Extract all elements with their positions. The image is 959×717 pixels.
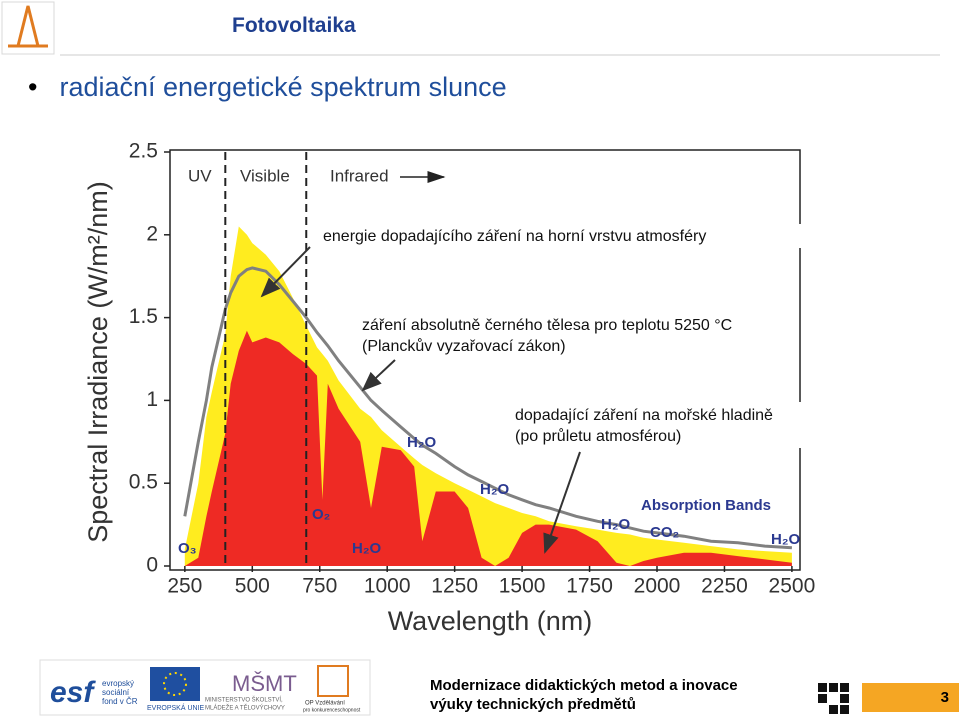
x-tick-label: 250 — [167, 575, 202, 598]
header-title: Fotovoltaika — [232, 14, 356, 37]
x-tick-label: 750 — [302, 575, 337, 598]
molecule-label: CO₂ — [650, 524, 679, 541]
annotation-bg — [318, 224, 810, 248]
x-tick-label: 2500 — [769, 575, 816, 598]
y-tick-label: 0.5 — [129, 471, 158, 494]
arrow — [543, 451, 581, 554]
x-tick-label: 2250 — [701, 575, 748, 598]
y-tick-label: 1 — [146, 388, 158, 411]
annotation: dopadající záření na mořské hladině — [515, 407, 773, 424]
annotation: energie dopadajícího záření na horní vrs… — [323, 228, 706, 245]
annotation: (po průletu atmosférou) — [515, 427, 681, 445]
logo-strip — [39, 659, 371, 716]
logo-text: esf — [50, 676, 96, 709]
logo-text: fond v ČR — [102, 697, 138, 706]
area — [184, 330, 792, 566]
x-tick-label: 1250 — [431, 575, 478, 598]
molecule-label: H₂O — [352, 540, 381, 557]
x-tick-label: 2000 — [634, 575, 681, 598]
plot-frame — [169, 149, 801, 571]
band-label: Infrared — [330, 166, 389, 185]
op-logo — [317, 665, 349, 697]
annotation: (Planckův vyzařovací zákon) — [362, 337, 566, 355]
band-label: Visible — [240, 166, 290, 185]
bullet: • radiační energetické spektrum slunce — [28, 72, 507, 102]
page-number: 3 — [862, 683, 959, 712]
arrow — [260, 246, 311, 298]
absorption-label: Absorption Bands — [641, 497, 771, 514]
logo-text: OP Vzdělávání — [305, 701, 345, 707]
logo-text: pro konkurenceschopnost — [303, 707, 361, 713]
x-axis-label: Wavelength (nm) — [388, 606, 593, 636]
molecule-label: H₂O — [601, 516, 630, 533]
plot — [183, 152, 792, 566]
grid-icon — [818, 683, 849, 714]
logo-text: evropský — [102, 679, 134, 688]
bullet-text: radiační energetické spektrum slunce — [59, 72, 507, 102]
band-label: UV — [188, 166, 212, 185]
x-tick-label: 1000 — [364, 575, 411, 598]
footer-text: výuky technických předmětů — [430, 696, 636, 713]
x-tick-label: 1500 — [499, 575, 546, 598]
molecule-label: H₂O — [771, 531, 800, 548]
y-tick-label: 2.5 — [129, 140, 158, 163]
logo-text: MINISTERSTVO ŠKOLSTVÍ, — [205, 697, 283, 704]
molecule-label: O₂ — [312, 506, 330, 523]
molecule-label: O₃ — [178, 540, 197, 557]
line — [183, 266, 792, 550]
arrow — [361, 359, 396, 392]
annotation-bg — [510, 402, 814, 448]
molecule-label: H₂O — [480, 481, 509, 498]
x-tick-label: 1750 — [566, 575, 613, 598]
x-tick-label: 500 — [235, 575, 270, 598]
y-axis-label: Spectral Irradiance (W/m²/nm) — [83, 181, 113, 543]
annotation: záření absolutně černého tělesa pro tepl… — [362, 317, 732, 334]
footer-text: Modernizace didaktických metod a inovace — [430, 677, 738, 694]
y-tick-label: 2 — [146, 222, 158, 245]
eu-stars — [163, 672, 187, 696]
y-tick-label: 1.5 — [129, 305, 158, 328]
logo-text: sociální — [102, 688, 130, 697]
y-tick-label: 0 — [146, 554, 158, 577]
molecule-label: H₂O — [407, 434, 436, 451]
logo-mark: MŠMT — [232, 671, 297, 696]
logo-text: EVROPSKÁ UNIE — [147, 703, 205, 712]
logo-text: MLÁDEŽE A TĚLOVÝCHOVY — [205, 704, 285, 712]
